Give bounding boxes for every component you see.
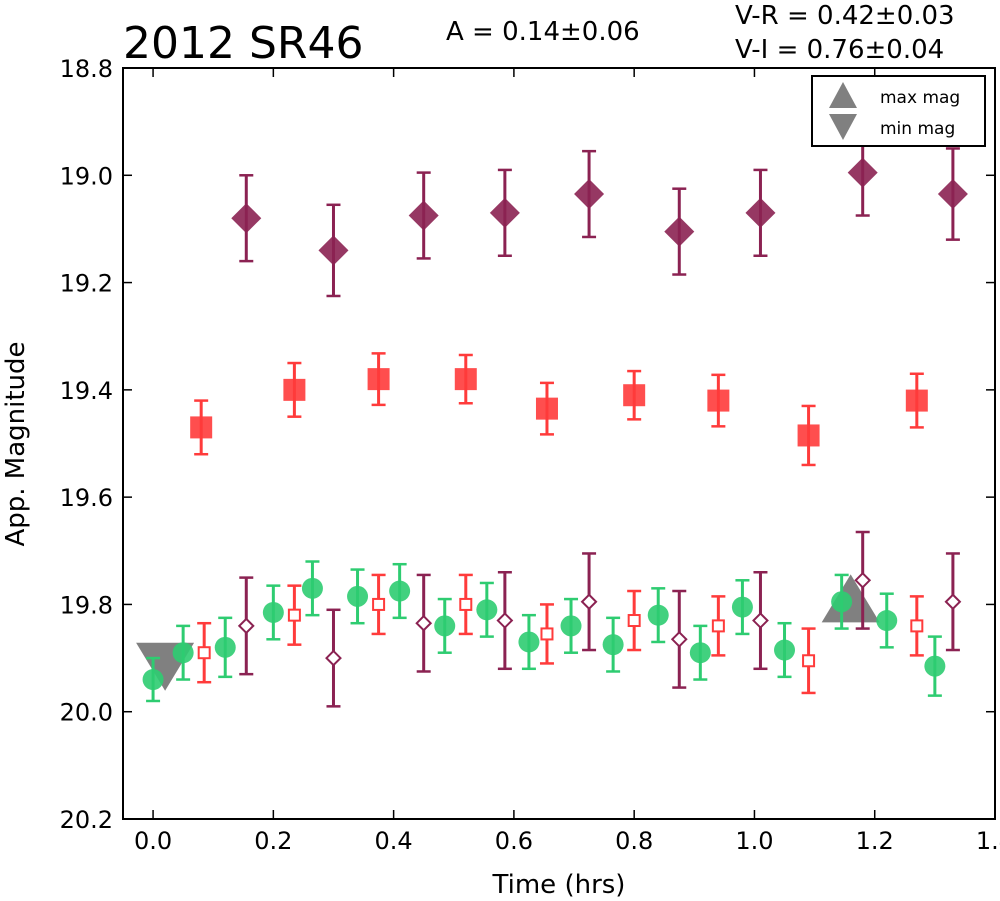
data-point-diamond-open: [854, 571, 872, 589]
y-tick-label: 19.6: [60, 484, 113, 512]
data-point-circle: [647, 604, 669, 626]
y-tick-label: 19.0: [60, 162, 113, 190]
data-point-circle: [214, 636, 236, 658]
y-axis-label: App. Magnitude: [1, 341, 31, 546]
legend-min-mag-icon: [829, 114, 857, 140]
data-point-square: [535, 397, 558, 420]
data-point-diamond: [574, 179, 605, 210]
data-point-diamond-open: [580, 593, 598, 611]
data-point-circle: [476, 599, 498, 621]
axis-ticks: 0.0 0.2 0.4 0.6 0.8 1.0 1.2 1.4 18.8 19.0 19.2 19.4…: [60, 55, 1000, 855]
data-point-circle: [774, 639, 796, 661]
x-tick-label: 0.4: [375, 827, 413, 855]
x-tick-label: 0.2: [254, 827, 292, 855]
data-point-diamond-open: [752, 612, 769, 629]
data-point-circle: [560, 615, 582, 637]
data-point-diamond: [745, 197, 776, 228]
data-point-square: [283, 378, 306, 401]
amplitude-label: A = 0.14±0.06: [446, 17, 640, 47]
data-point-diamond-open: [325, 649, 342, 667]
y-tick-label: 19.4: [60, 377, 113, 405]
data-point-diamond: [318, 235, 349, 266]
x-tick-label: 0.6: [495, 827, 533, 855]
data-point-circle: [689, 642, 711, 664]
data-point-circle: [602, 634, 624, 656]
legend-max-mag-icon: [829, 82, 857, 108]
x-tick-label: 1.2: [856, 827, 894, 855]
data-point-square: [905, 389, 928, 412]
data-point-square: [367, 368, 390, 391]
data-point-square: [797, 424, 820, 447]
plot-frame: [122, 67, 996, 820]
x-tick-label: 0.0: [134, 827, 172, 855]
data-point-circle: [389, 580, 411, 602]
data-point-diamond: [937, 179, 968, 210]
data-point-square-open: [197, 646, 211, 660]
data-point-diamond: [408, 200, 439, 231]
chart-title: 2012 SR46: [123, 18, 363, 69]
data-point-circle: [262, 601, 284, 623]
legend-label-max-mag: max mag: [880, 88, 960, 108]
data-point-circle: [142, 669, 164, 691]
x-tick-label: 1.0: [735, 827, 773, 855]
data-point-circle: [434, 615, 456, 637]
x-axis-label: Time (hrs): [492, 870, 626, 900]
data-point-diamond-open: [496, 612, 514, 629]
y-tick-label: 18.8: [60, 55, 113, 83]
data-point-diamond-open: [415, 614, 433, 632]
data-point-square: [454, 368, 477, 391]
data-point-diamond: [231, 203, 262, 234]
data-point-circle: [876, 610, 898, 632]
x-tick-label: 0.8: [615, 827, 653, 855]
data-point-diamond-open: [237, 617, 255, 635]
legend-label-min-mag: min mag: [880, 119, 955, 139]
data-point-diamond: [489, 197, 520, 228]
data-point-square-open: [910, 619, 924, 633]
data-point-square-open: [711, 619, 725, 633]
data-point-square: [707, 389, 730, 412]
color-index-vr: V-R = 0.42±0.03: [735, 1, 955, 31]
data-point-circle: [924, 655, 946, 677]
plot-marks: [136, 128, 968, 708]
y-tick-label: 20.0: [60, 699, 113, 727]
data-point-circle: [172, 642, 194, 664]
data-point-square-open: [802, 654, 816, 668]
y-tick-label: 20.2: [60, 806, 113, 834]
data-point-square-open: [627, 614, 641, 628]
data-point-square: [623, 384, 646, 407]
data-point-circle: [518, 631, 540, 653]
data-point-square-open: [540, 627, 554, 641]
data-point-diamond-open: [944, 593, 962, 611]
x-tick-label: 1.4: [976, 827, 1000, 855]
data-point-diamond-open: [670, 630, 688, 648]
data-point-circle: [347, 585, 369, 607]
legend: max mag min mag: [811, 75, 986, 147]
data-point-circle: [301, 577, 323, 599]
data-point-square: [190, 416, 213, 439]
color-index-vi: V-I = 0.76±0.04: [735, 35, 944, 65]
data-point-square-open: [459, 597, 473, 611]
data-point-circle: [731, 596, 753, 618]
data-point-square-open: [287, 608, 301, 622]
y-tick-label: 19.8: [60, 591, 113, 619]
data-point-diamond: [664, 216, 695, 247]
data-point-diamond: [847, 157, 878, 188]
y-tick-label: 19.2: [60, 270, 113, 298]
data-point-square-open: [372, 597, 386, 611]
data-point-circle: [831, 591, 853, 613]
